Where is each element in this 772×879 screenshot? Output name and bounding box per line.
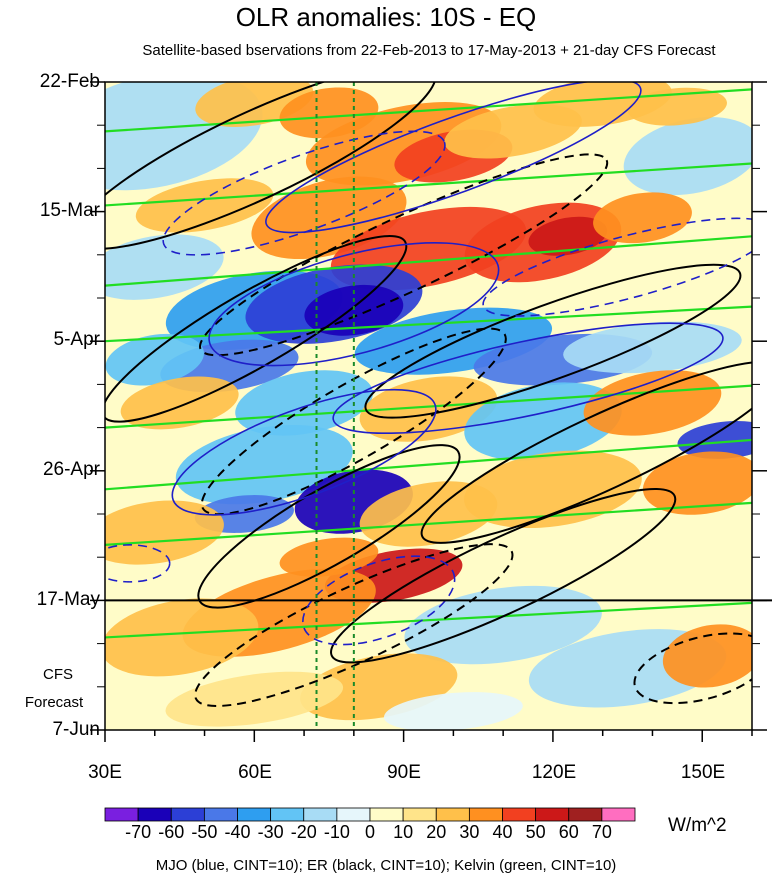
y-tick-label: 17-May (36, 589, 100, 610)
colorbar-label: 30 (459, 822, 480, 842)
colorbar-label: 10 (393, 822, 414, 842)
colorbar-label: 20 (426, 822, 447, 842)
forecast-label-line1: CFS (43, 666, 73, 683)
mjo-contour (208, 241, 500, 367)
anomaly-patch (135, 178, 274, 233)
er-contour (633, 632, 752, 705)
mjo-contour (332, 322, 724, 435)
kelvin-contour (105, 501, 752, 546)
kelvin-contour (105, 235, 752, 287)
anomaly-patch (359, 481, 498, 547)
anomaly-patch (165, 671, 344, 727)
chart-title: OLR anomalies: 10S - EQ (235, 2, 537, 32)
colorbar-label: 50 (525, 822, 546, 842)
colorbar-label: 0 (364, 822, 375, 842)
colorbar-swatch (270, 807, 305, 822)
y-tick-label: 15-Mar (39, 200, 100, 221)
colorbar (104, 807, 636, 822)
kelvin-contour (105, 88, 752, 133)
colorbar-unit: W/m^2 (668, 815, 727, 836)
colorbar-swatch (137, 807, 172, 822)
colorbar-label: -40 (224, 822, 251, 842)
anomaly-patch (583, 370, 722, 436)
colorbar-swatch (203, 807, 238, 822)
colorbar-label: -20 (290, 822, 317, 842)
anomaly-patch (404, 585, 602, 665)
y-tick-label: 7-Jun (52, 719, 100, 740)
colorbar-swatch (601, 807, 636, 822)
wave-contours (105, 82, 752, 730)
colorbar-swatch (435, 807, 470, 822)
er-contour (199, 153, 609, 357)
x-tick-label: 120E (531, 762, 577, 783)
mjo-contour (482, 217, 752, 317)
anomaly-patch (627, 87, 727, 126)
colorbar-swatch (336, 807, 371, 822)
kelvin-contour (105, 162, 752, 207)
y-tick-label: 5-Apr (53, 329, 100, 350)
colorbar-swatch (402, 807, 437, 822)
colorbar-label: -10 (323, 822, 350, 842)
y-tick-label: 22-Feb (39, 71, 100, 92)
colorbar-swatch (535, 807, 570, 822)
colorbar-label: -50 (191, 822, 218, 842)
chart-footer: MJO (blue, CINT=10); ER (black, CINT=10)… (155, 857, 617, 874)
kelvin-contour (105, 305, 752, 343)
colorbar-swatch (104, 807, 139, 822)
anomaly-patch (642, 451, 752, 515)
y-tick-label: 26-Apr (42, 459, 100, 480)
colorbar-label: -70 (125, 822, 152, 842)
x-tick-label: 60E (238, 762, 272, 783)
colorbar-swatch (502, 807, 537, 822)
er-contour (200, 327, 507, 516)
er-contour (420, 360, 752, 544)
olr-anomaly-field (105, 82, 752, 730)
anomaly-patch (593, 192, 692, 244)
x-tick-label: 30E (88, 762, 122, 783)
x-tick-label: 90E (387, 762, 421, 783)
anomaly-patch (662, 624, 752, 688)
mjo-contour (171, 388, 437, 516)
anomaly-patch (304, 284, 404, 336)
anomaly-patch (623, 117, 752, 196)
colorbar-label: 40 (492, 822, 513, 842)
er-contour (364, 263, 742, 419)
colorbar-swatch (568, 807, 603, 822)
colorbar-swatch (369, 807, 404, 822)
colorbar-swatch (303, 807, 338, 822)
colorbar-label: -60 (158, 822, 185, 842)
anomaly-patch (105, 500, 224, 565)
mjo-contour (162, 130, 446, 256)
axes (90, 81, 772, 742)
colorbar-swatch (468, 807, 503, 822)
colorbar-label: 60 (558, 822, 579, 842)
forecast-label-line2: Forecast (24, 694, 84, 711)
er-contour (330, 488, 677, 664)
chart-subtitle: Satellite-based bservations from 22-Feb-… (142, 42, 716, 59)
anomaly-patch (359, 376, 498, 442)
mjo-contour (105, 544, 171, 583)
colorbar-swatch (170, 807, 205, 822)
colorbar-label: 70 (591, 822, 612, 842)
anomaly-patch (105, 598, 259, 677)
kelvin-contour (105, 384, 752, 429)
plot-frame (104, 81, 753, 731)
anomaly-patch (464, 450, 642, 529)
x-tick-label: 150E (680, 762, 726, 783)
er-contour (105, 82, 437, 250)
colorbar-label: -30 (257, 822, 284, 842)
mjo-contour (302, 555, 456, 646)
mjo-contour (265, 82, 642, 234)
colorbar-swatch (237, 807, 272, 822)
er-contour (194, 543, 514, 707)
kelvin-contour (105, 601, 752, 639)
er-contour (105, 235, 408, 423)
anomaly-patch (383, 692, 523, 730)
